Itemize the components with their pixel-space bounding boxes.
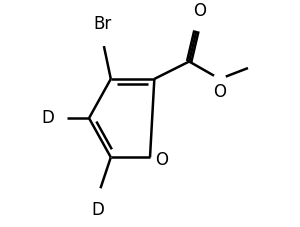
Text: D: D — [91, 201, 104, 219]
Text: O: O — [194, 2, 207, 20]
Text: O: O — [155, 151, 168, 168]
Text: O: O — [213, 83, 226, 101]
Text: Br: Br — [93, 15, 111, 33]
Text: D: D — [41, 109, 54, 127]
